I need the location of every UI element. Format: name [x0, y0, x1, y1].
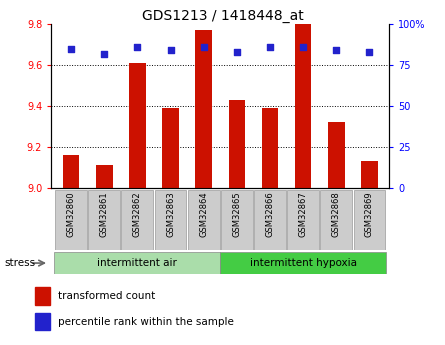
Text: stress: stress [4, 258, 36, 268]
Bar [35, 287, 50, 305]
Point [68, 46, 75, 51]
Point [134, 45, 141, 50]
Text: GSM32868: GSM32868 [332, 191, 341, 237]
Bar [287, 190, 319, 249]
Bar [154, 190, 186, 249]
Bar [354, 190, 385, 249]
Bar [35, 313, 50, 331]
Bar [195, 30, 212, 188]
Text: GDS1213 / 1418448_at: GDS1213 / 1418448_at [142, 9, 303, 23]
Bar [63, 155, 79, 188]
Text: intermittent hypoxia: intermittent hypoxia [250, 258, 356, 268]
Point [233, 49, 240, 55]
Text: GSM32860: GSM32860 [67, 191, 76, 237]
Text: GSM32869: GSM32869 [365, 191, 374, 237]
Text: GSM32864: GSM32864 [199, 191, 208, 237]
Bar [220, 252, 386, 274]
Text: GSM32866: GSM32866 [266, 191, 275, 237]
Bar [121, 190, 153, 249]
Bar [55, 190, 87, 249]
Bar [188, 190, 220, 249]
Point [267, 45, 274, 50]
Text: GSM32867: GSM32867 [299, 191, 307, 237]
Text: GSM32863: GSM32863 [166, 191, 175, 237]
Bar [229, 100, 245, 188]
Bar [54, 252, 220, 274]
Bar [96, 166, 113, 188]
Bar [361, 161, 378, 188]
Bar [295, 24, 312, 188]
Bar [162, 108, 179, 188]
Bar [320, 190, 352, 249]
Text: transformed count: transformed count [58, 291, 155, 301]
Bar [262, 108, 278, 188]
Text: intermittent air: intermittent air [97, 258, 177, 268]
Point [101, 51, 108, 57]
Point [333, 48, 340, 53]
Text: GSM32865: GSM32865 [232, 191, 241, 237]
Bar [88, 190, 120, 249]
Bar [328, 122, 344, 188]
Bar [221, 190, 253, 249]
Text: percentile rank within the sample: percentile rank within the sample [58, 317, 234, 327]
Text: GSM32862: GSM32862 [133, 191, 142, 237]
Text: GSM32861: GSM32861 [100, 191, 109, 237]
Point [366, 49, 373, 55]
Point [167, 48, 174, 53]
Bar [129, 63, 146, 188]
Point [299, 45, 307, 50]
Bar [254, 190, 286, 249]
Point [200, 45, 207, 50]
